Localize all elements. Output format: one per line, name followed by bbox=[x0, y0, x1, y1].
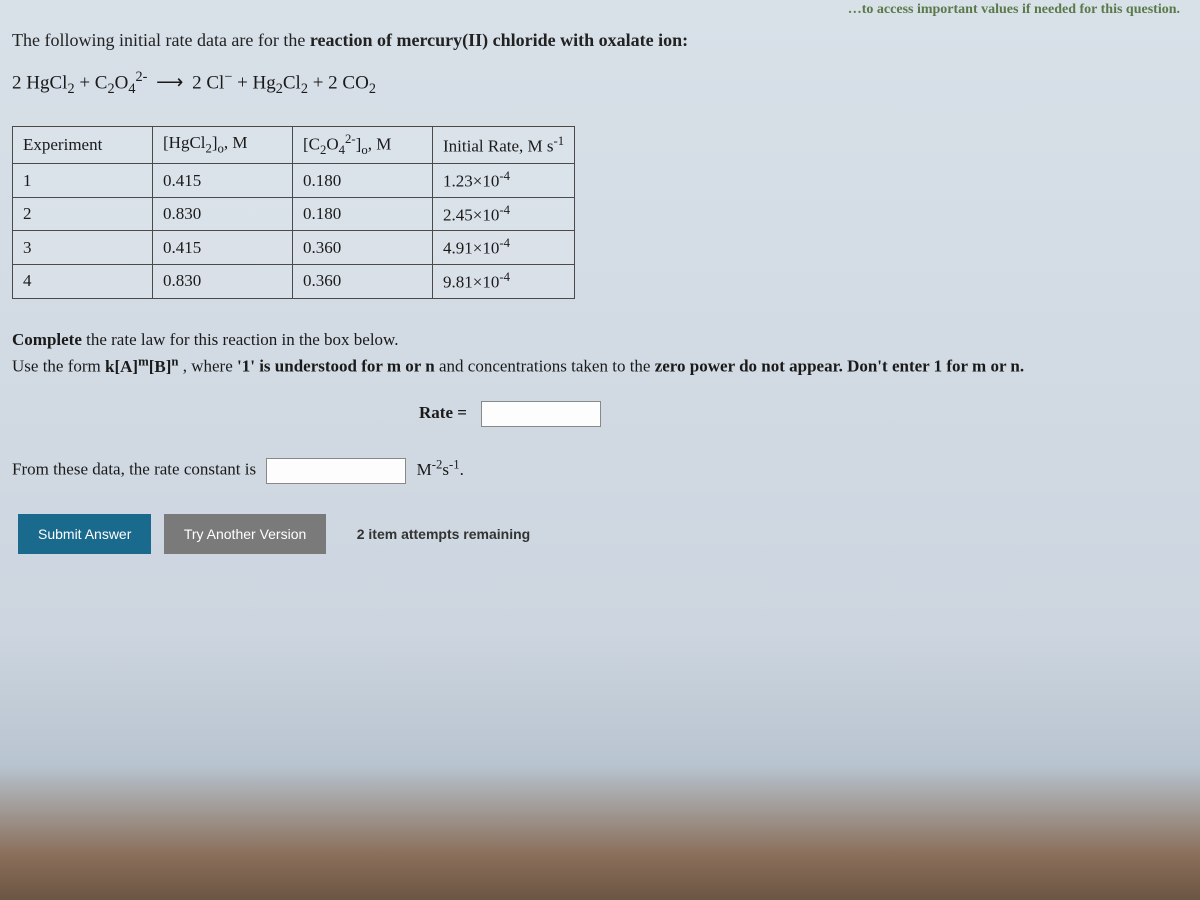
cell-rate: 2.45×10-4 bbox=[433, 197, 575, 231]
eq-part: O bbox=[115, 72, 129, 93]
col-experiment: Experiment bbox=[13, 127, 153, 164]
instr-text: [B] bbox=[149, 357, 172, 376]
rate-input-row: Rate = bbox=[12, 401, 1188, 427]
th-text: [HgCl bbox=[163, 133, 206, 152]
eq-sub: 2 bbox=[276, 81, 283, 97]
table-row: 40.8300.3609.81×10-4 bbox=[13, 265, 575, 299]
cell-a: 0.415 bbox=[153, 231, 293, 265]
cell-exp: 2 bbox=[13, 197, 153, 231]
cell-b: 0.360 bbox=[293, 231, 433, 265]
units-s: s bbox=[442, 460, 449, 479]
cell-a: 0.415 bbox=[153, 164, 293, 198]
instr-bold: Complete bbox=[12, 330, 82, 349]
units-m: M bbox=[417, 460, 432, 479]
units-label: M-2s-1. bbox=[417, 460, 464, 479]
th-text: [C bbox=[303, 135, 320, 154]
th-text: O bbox=[326, 135, 338, 154]
eq-part: + C bbox=[75, 72, 108, 93]
units-s-sup: -1 bbox=[449, 457, 460, 471]
units-m-sup: -2 bbox=[432, 457, 443, 471]
units-period: . bbox=[460, 460, 464, 479]
instr-text: , where bbox=[178, 357, 237, 376]
cell-a: 0.830 bbox=[153, 265, 293, 299]
cell-rate: 1.23×10-4 bbox=[433, 164, 575, 198]
eq-part: + 2 CO bbox=[308, 72, 369, 93]
cell-b: 0.360 bbox=[293, 265, 433, 299]
col-rate: Initial Rate, M s-1 bbox=[433, 127, 575, 164]
th-sup: -1 bbox=[553, 134, 564, 148]
rate-data-table: Experiment [HgCl2]o, M [C2O42-]o, M Init… bbox=[12, 126, 575, 299]
intro-paragraph: The following initial rate data are for … bbox=[12, 30, 1188, 51]
cell-a: 0.830 bbox=[153, 197, 293, 231]
eq-sub: 2 bbox=[301, 81, 308, 97]
instructions-text: Complete the rate law for this reaction … bbox=[12, 327, 1188, 380]
eq-part: Cl bbox=[283, 72, 301, 93]
cell-b: 0.180 bbox=[293, 197, 433, 231]
eq-part: 2 Cl bbox=[192, 72, 224, 93]
top-hint-text: …to access important values if needed fo… bbox=[12, 0, 1188, 20]
instr-text: the rate law for this reaction in the bo… bbox=[82, 330, 399, 349]
cell-b: 0.180 bbox=[293, 164, 433, 198]
th-text: , M bbox=[368, 135, 392, 154]
eq-part: 2 HgCl bbox=[12, 72, 67, 93]
submit-answer-button[interactable]: Submit Answer bbox=[18, 514, 151, 554]
instr-bold: '1' is understood for m or n bbox=[237, 357, 435, 376]
eq-sup: 2- bbox=[135, 69, 147, 85]
rate-equals-label: Rate = bbox=[419, 403, 467, 422]
cell-exp: 3 bbox=[13, 231, 153, 265]
rate-constant-row: From these data, the rate constant is M-… bbox=[12, 457, 1188, 484]
col-c2o4: [C2O42-]o, M bbox=[293, 127, 433, 164]
eq-arrow: ⟶ bbox=[156, 71, 183, 94]
intro-prefix: The following initial rate data are for … bbox=[12, 30, 310, 50]
cell-rate: 9.81×10-4 bbox=[433, 265, 575, 299]
eq-sub: 2 bbox=[67, 81, 74, 97]
th-sup: 2- bbox=[345, 132, 356, 146]
cell-exp: 4 bbox=[13, 265, 153, 299]
eq-sub: 2 bbox=[107, 81, 114, 97]
intro-bold: reaction of mercury(II) chloride with ox… bbox=[310, 30, 688, 50]
table-row: 10.4150.1801.23×10-4 bbox=[13, 164, 575, 198]
instr-formula: k[A]m[B]n bbox=[105, 357, 178, 376]
instr-bold: zero power do not appear. Don't enter 1 … bbox=[655, 357, 1024, 376]
th-text: Initial Rate, M s bbox=[443, 136, 553, 155]
table-row: 20.8300.1802.45×10-4 bbox=[13, 197, 575, 231]
constant-prefix-label: From these data, the rate constant is bbox=[12, 460, 256, 479]
instr-text: Use the form bbox=[12, 357, 105, 376]
rate-law-input[interactable] bbox=[481, 401, 601, 427]
rate-constant-input[interactable] bbox=[266, 458, 406, 484]
eq-sub: 2 bbox=[369, 81, 376, 97]
instr-text: and concentrations taken to the bbox=[435, 357, 655, 376]
try-another-button[interactable]: Try Another Version bbox=[164, 514, 326, 554]
eq-part: + Hg bbox=[232, 72, 275, 93]
table-header-row: Experiment [HgCl2]o, M [C2O42-]o, M Init… bbox=[13, 127, 575, 164]
instr-sup: m bbox=[138, 354, 149, 368]
cell-exp: 1 bbox=[13, 164, 153, 198]
attempts-remaining-label: 2 item attempts remaining bbox=[357, 526, 531, 542]
col-hgcl2: [HgCl2]o, M bbox=[153, 127, 293, 164]
th-text: , M bbox=[224, 133, 248, 152]
table-row: 30.4150.3604.91×10-4 bbox=[13, 231, 575, 265]
chemical-equation: 2 HgCl2 + C2O42- ⟶ 2 Cl− + Hg2Cl2 + 2 CO… bbox=[12, 69, 1188, 98]
instr-text: k[A] bbox=[105, 357, 138, 376]
cell-rate: 4.91×10-4 bbox=[433, 231, 575, 265]
action-button-row: Submit Answer Try Another Version 2 item… bbox=[18, 514, 1188, 554]
